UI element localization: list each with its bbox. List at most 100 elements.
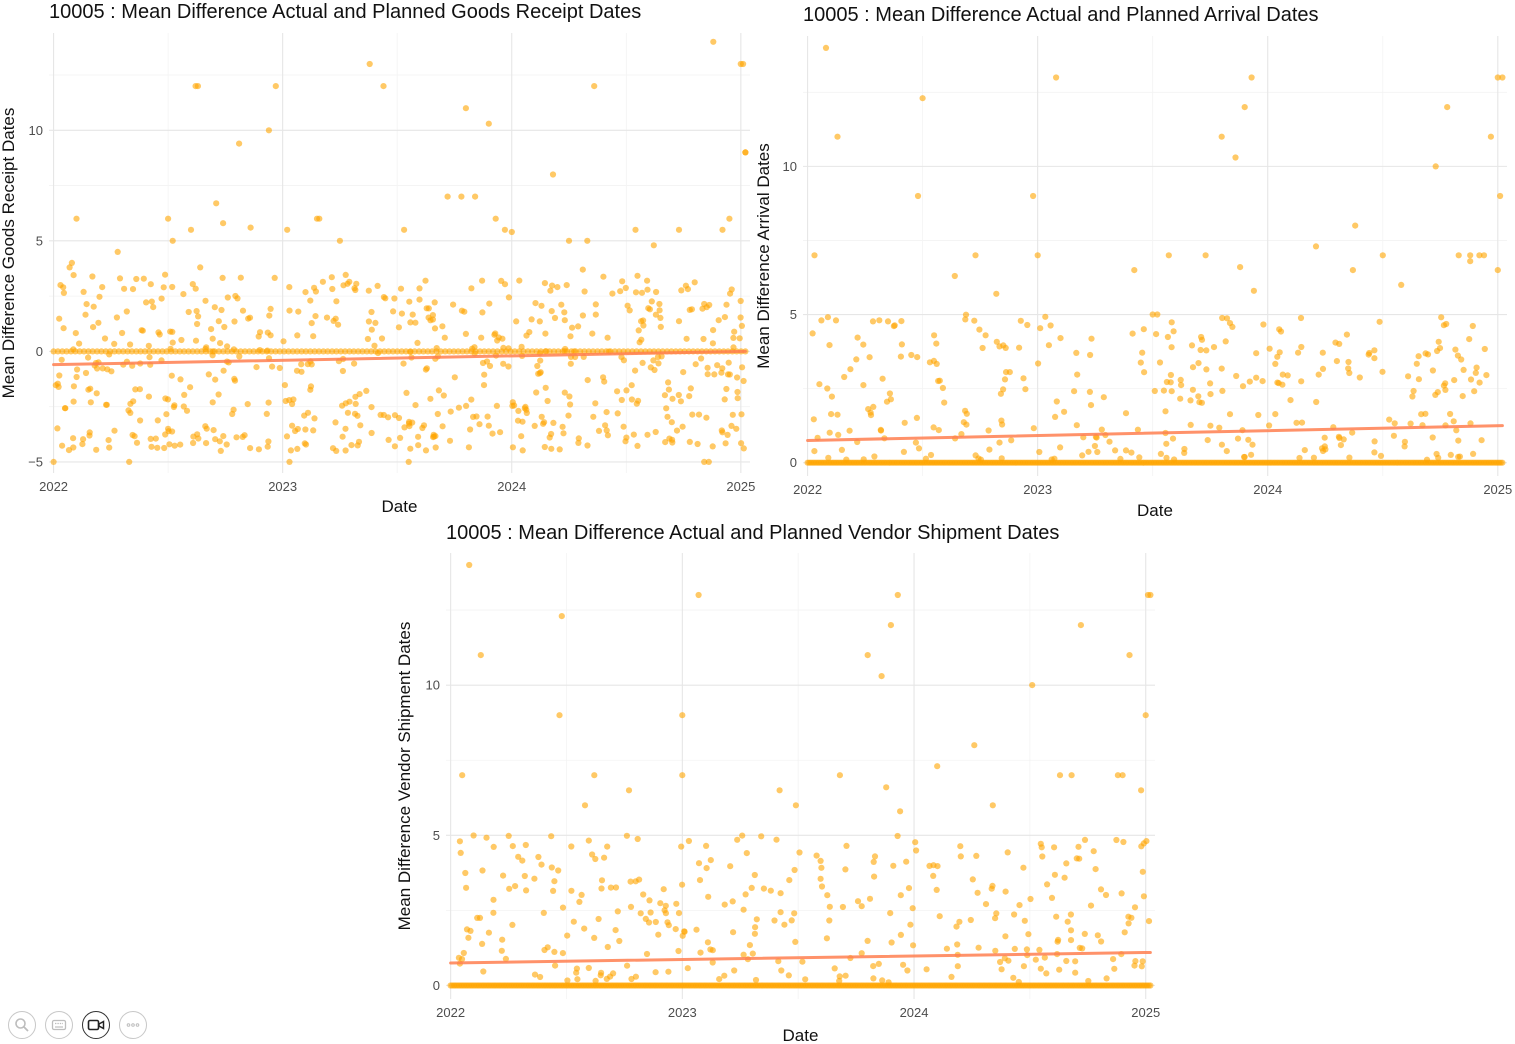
data-point [398, 310, 405, 317]
data-point [516, 348, 523, 355]
video-icon [87, 1019, 105, 1031]
data-point [1476, 252, 1483, 259]
data-point [1210, 344, 1218, 351]
data-point [681, 928, 688, 935]
data-point [1297, 314, 1305, 322]
data-point [304, 361, 311, 368]
data-point [636, 876, 643, 883]
data-point [89, 273, 96, 280]
data-point [727, 863, 734, 870]
data-point [623, 434, 630, 441]
data-point [1097, 886, 1105, 893]
data-point [364, 335, 371, 343]
data-point [416, 285, 423, 292]
data-point [133, 439, 141, 446]
data-point [684, 965, 691, 972]
data-point [342, 447, 349, 454]
data-point [1279, 381, 1286, 388]
data-point [429, 312, 436, 319]
data-point [307, 348, 314, 355]
data-point [217, 340, 224, 347]
data-point [155, 329, 162, 336]
data-point [743, 850, 750, 857]
data-point [311, 348, 318, 355]
data-point [381, 348, 388, 355]
data-point [1122, 410, 1130, 417]
data-point [355, 438, 363, 445]
data-point [548, 308, 555, 315]
data-point [1030, 192, 1037, 200]
data-point [140, 275, 147, 282]
data-point [836, 973, 843, 980]
data-point [1332, 339, 1339, 346]
data-point [302, 426, 309, 433]
search-icon [15, 1018, 29, 1032]
data-point [346, 348, 353, 355]
data-point [655, 360, 662, 367]
scatter-points [804, 44, 1506, 466]
data-point [564, 977, 571, 984]
data-point [1366, 349, 1373, 357]
data-point [914, 354, 921, 361]
data-point [751, 930, 759, 937]
data-point [253, 364, 260, 371]
more-button[interactable] [119, 1011, 147, 1039]
data-point [956, 918, 963, 925]
data-point [997, 958, 1004, 966]
data-point [1119, 772, 1126, 779]
data-point [1163, 378, 1170, 386]
data-point [342, 425, 349, 432]
data-point [1016, 902, 1023, 909]
data-point [127, 409, 134, 416]
keyboard-button[interactable] [45, 1011, 73, 1039]
data-point [462, 869, 469, 877]
data-point [1016, 344, 1023, 351]
data-point [1296, 454, 1303, 462]
data-point [954, 963, 961, 970]
data-point [1442, 386, 1449, 393]
data-point [459, 772, 466, 779]
data-point [948, 973, 955, 981]
data-point [635, 397, 642, 404]
data-point [687, 385, 694, 392]
data-point [943, 945, 951, 952]
search-button[interactable] [8, 1011, 36, 1039]
data-point [1094, 932, 1101, 939]
data-point [778, 967, 785, 974]
data-point [1196, 399, 1203, 406]
data-point [634, 272, 641, 279]
data-point [1057, 444, 1064, 451]
data-point [465, 444, 472, 451]
data-point [385, 348, 392, 355]
data-point [832, 317, 840, 324]
data-point [1138, 963, 1145, 970]
data-point [264, 347, 271, 354]
data-point [1081, 836, 1089, 844]
data-point [111, 348, 118, 355]
data-point [329, 348, 336, 355]
data-point [734, 836, 741, 843]
data-point [864, 652, 871, 659]
data-point [703, 414, 710, 421]
data-point [1061, 874, 1068, 881]
data-point [753, 916, 760, 923]
data-point [440, 392, 447, 399]
data-point [289, 422, 296, 429]
data-point [749, 950, 756, 957]
data-point [1253, 374, 1260, 381]
data-point [908, 351, 915, 359]
data-point [289, 348, 296, 355]
data-point [1087, 351, 1094, 359]
data-point [542, 330, 549, 337]
chart-3: 2022 2023 2024 2025 0 5 10 10005 : Mean Differe… [395, 522, 1160, 1044]
data-point [411, 348, 418, 355]
data-point [725, 359, 732, 366]
data-point [407, 445, 414, 452]
data-point [912, 439, 920, 446]
data-point [119, 329, 126, 337]
data-point [1163, 454, 1170, 461]
video-button[interactable] [82, 1011, 110, 1039]
data-point [1198, 336, 1206, 343]
data-point [476, 914, 484, 922]
